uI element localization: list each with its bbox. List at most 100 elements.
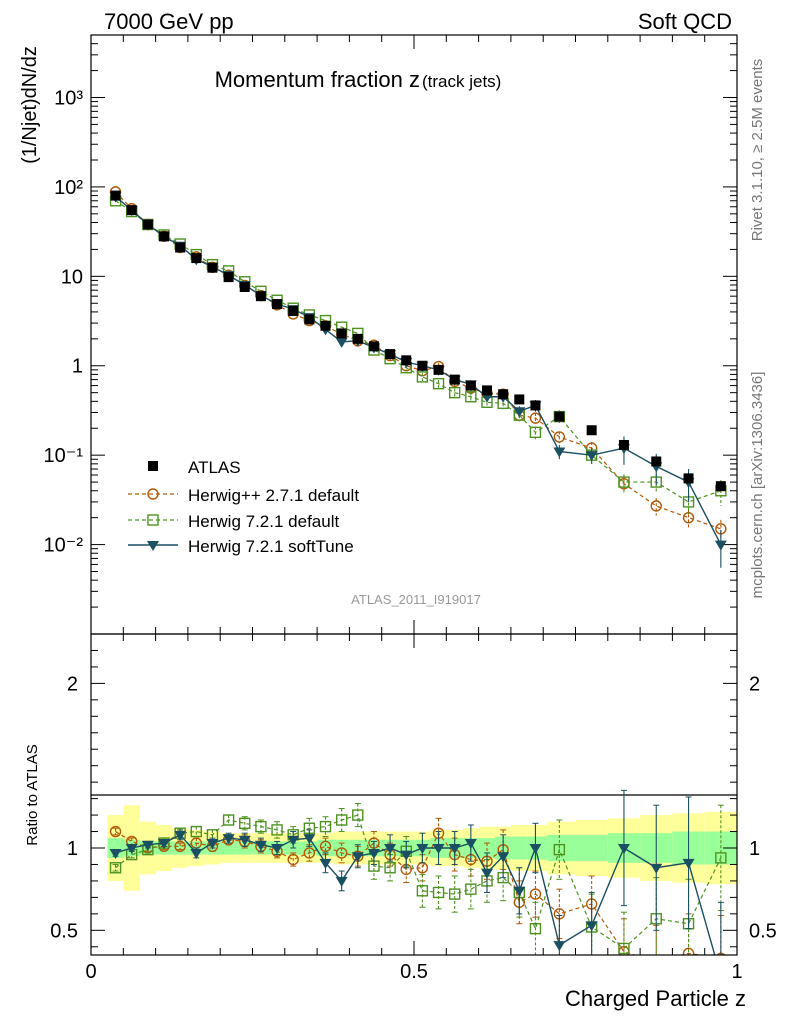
ratio-point-herwig-7-2-1-softtune — [141, 840, 154, 851]
main-line-herwig-7-2-1-default — [115, 200, 722, 503]
main-point-atlas — [352, 333, 363, 344]
ratio-point-herwig-2-7-1-default — [303, 847, 316, 859]
main-point-atlas — [417, 360, 428, 371]
ratio-point-herwig-7-2-1-default — [335, 814, 348, 826]
main-point-herwig-7-2-1-softtune — [335, 337, 348, 348]
x-axis-label: Charged Particle z — [565, 986, 746, 1011]
main-point-atlas — [336, 328, 347, 339]
main-point-atlas — [618, 439, 629, 450]
ratio-band-inner — [220, 841, 237, 855]
legend-label-atlas: ATLAS — [188, 458, 241, 477]
ratio-point-herwig-7-2-1-default — [416, 885, 429, 897]
ratio-point-herwig-7-2-1-softtune — [617, 844, 630, 854]
ratio-point-herwig-7-2-1-softtune — [367, 848, 380, 859]
ratio-point-herwig-7-2-1-softtune — [319, 858, 332, 869]
ratio-point-herwig-7-2-1-softtune — [480, 868, 493, 879]
main-point-herwig-7-2-1-softtune — [714, 540, 727, 551]
ratio-point-herwig-7-2-1-softtune — [254, 840, 267, 851]
ratio-point-herwig-7-2-1-default — [384, 862, 396, 874]
ratio-point-herwig-7-2-1-default — [190, 825, 202, 838]
ratio-point-herwig-7-2-1-default — [109, 862, 122, 874]
ratio-point-herwig-2-7-1-default — [335, 847, 348, 859]
ratio-point-herwig-7-2-1-default — [222, 814, 235, 826]
ratio-point-herwig-7-2-1-softtune — [650, 863, 663, 874]
main-point-herwig-2-7-1-default — [529, 412, 542, 424]
legend: ATLAS Herwig++ 2.7.1 default Herwig 7.2.1 … — [128, 458, 359, 556]
legend-marker-herwig-7-2-1-default — [147, 514, 159, 526]
ratio-point-herwig-2-7-1-default — [319, 840, 332, 853]
main-point-herwig-7-2-1-default — [432, 377, 445, 390]
main-point-atlas — [465, 380, 476, 391]
legend-marker-herwig-2-7-1-default — [147, 488, 159, 500]
main-point-atlas — [239, 281, 250, 292]
ratio-point-herwig-7-2-1-default — [239, 817, 251, 830]
main-point-atlas — [255, 291, 266, 302]
ratio-band-inner — [107, 838, 124, 858]
ratio-point-herwig-7-2-1-softtune — [553, 941, 566, 952]
ratio-band-inner — [575, 834, 608, 862]
chart-title-subscript: (track jets) — [422, 72, 501, 91]
ratio-point-herwig-7-2-1-default — [271, 824, 283, 836]
main-point-herwig-7-2-1-softtune — [553, 447, 566, 458]
main-point-atlas — [651, 456, 662, 467]
ratio-band-inner — [478, 838, 496, 858]
main-point-atlas — [683, 473, 694, 484]
chart-title: Momentum fraction z — [215, 67, 420, 92]
main-point-herwig-7-2-1-default — [416, 371, 429, 383]
main-point-atlas — [554, 411, 565, 422]
y-tick-label-ratio-right: 1 — [749, 838, 760, 860]
main-point-atlas — [514, 394, 525, 405]
legend-label-herwig-7-2-1-softtune: Herwig 7.2.1 softTune — [188, 537, 354, 556]
ratio-point-herwig-7-2-1-default — [319, 820, 332, 833]
ratio-point-herwig-2-7-1-default — [529, 888, 542, 900]
legend-label-herwig-7-2-1-default: Herwig 7.2.1 default — [188, 512, 339, 531]
ratio-point-herwig-7-2-1-softtune — [125, 844, 138, 854]
main-point-herwig-7-2-1-default — [465, 391, 477, 403]
main-point-herwig-7-2-1-default — [448, 386, 461, 399]
main-point-atlas — [158, 231, 169, 242]
main-point-atlas — [481, 385, 492, 396]
main-point-herwig-2-7-1-default — [650, 500, 662, 512]
main-point-atlas — [368, 341, 379, 352]
y-axis-label-main: (1/Njet)dN/dz — [19, 46, 41, 164]
main-point-atlas — [320, 320, 331, 331]
main-point-atlas — [715, 481, 726, 492]
main-line-herwig-2-7-1-default — [115, 191, 722, 530]
ratio-point-herwig-7-2-1-default — [255, 820, 267, 833]
ratio-point-herwig-7-2-1-default — [448, 888, 461, 900]
main-point-herwig-7-2-1-softtune — [585, 451, 598, 462]
x-tick-label: 1 — [731, 961, 742, 983]
ratio-point-herwig-7-2-1-default — [465, 883, 477, 895]
ratio-point-herwig-2-7-1-default — [174, 840, 186, 853]
main-point-atlas — [401, 355, 412, 366]
ratio-point-herwig-7-2-1-default — [618, 942, 630, 955]
ratio-point-herwig-7-2-1-default — [352, 809, 364, 821]
ratio-point-herwig-7-2-1-softtune — [400, 850, 413, 861]
ratio-point-herwig-7-2-1-softtune — [303, 834, 316, 845]
ratio-point-herwig-7-2-1-softtune — [238, 835, 251, 846]
ratio-point-herwig-7-2-1-default — [529, 922, 542, 935]
legend-label-herwig-2-7-1-default: Herwig++ 2.7.1 default — [188, 486, 359, 505]
main-point-atlas — [272, 299, 283, 310]
y-tick-label-main: 10 — [61, 266, 83, 288]
main-point-atlas — [207, 262, 218, 273]
ratio-line-herwig-7-2-1-default — [115, 814, 722, 950]
ratio-point-herwig-2-7-1-default — [109, 825, 122, 838]
legend-marker-herwig-7-2-1-softtune — [147, 541, 159, 551]
main-point-herwig-7-2-1-softtune — [513, 407, 526, 418]
y-tick-label-main: 1 — [72, 356, 83, 378]
ratio-point-herwig-7-2-1-softtune — [335, 876, 348, 887]
main-point-atlas — [191, 253, 202, 264]
ratio-point-herwig-7-2-1-softtune — [448, 844, 461, 854]
ratio-point-herwig-7-2-1-softtune — [682, 858, 695, 869]
ratio-point-herwig-7-2-1-softtune — [529, 844, 542, 854]
ratio-point-herwig-2-7-1-default — [682, 947, 695, 955]
legend-marker-atlas — [148, 461, 158, 471]
ratio-point-herwig-7-2-1-softtune — [464, 839, 477, 850]
y-tick-label-ratio-right: 2 — [749, 673, 760, 695]
main-point-atlas — [288, 305, 299, 316]
ratio-point-herwig-2-7-1-default — [651, 957, 661, 967]
main-point-atlas — [530, 400, 541, 411]
ratio-point-herwig-7-2-1-default — [715, 852, 727, 864]
